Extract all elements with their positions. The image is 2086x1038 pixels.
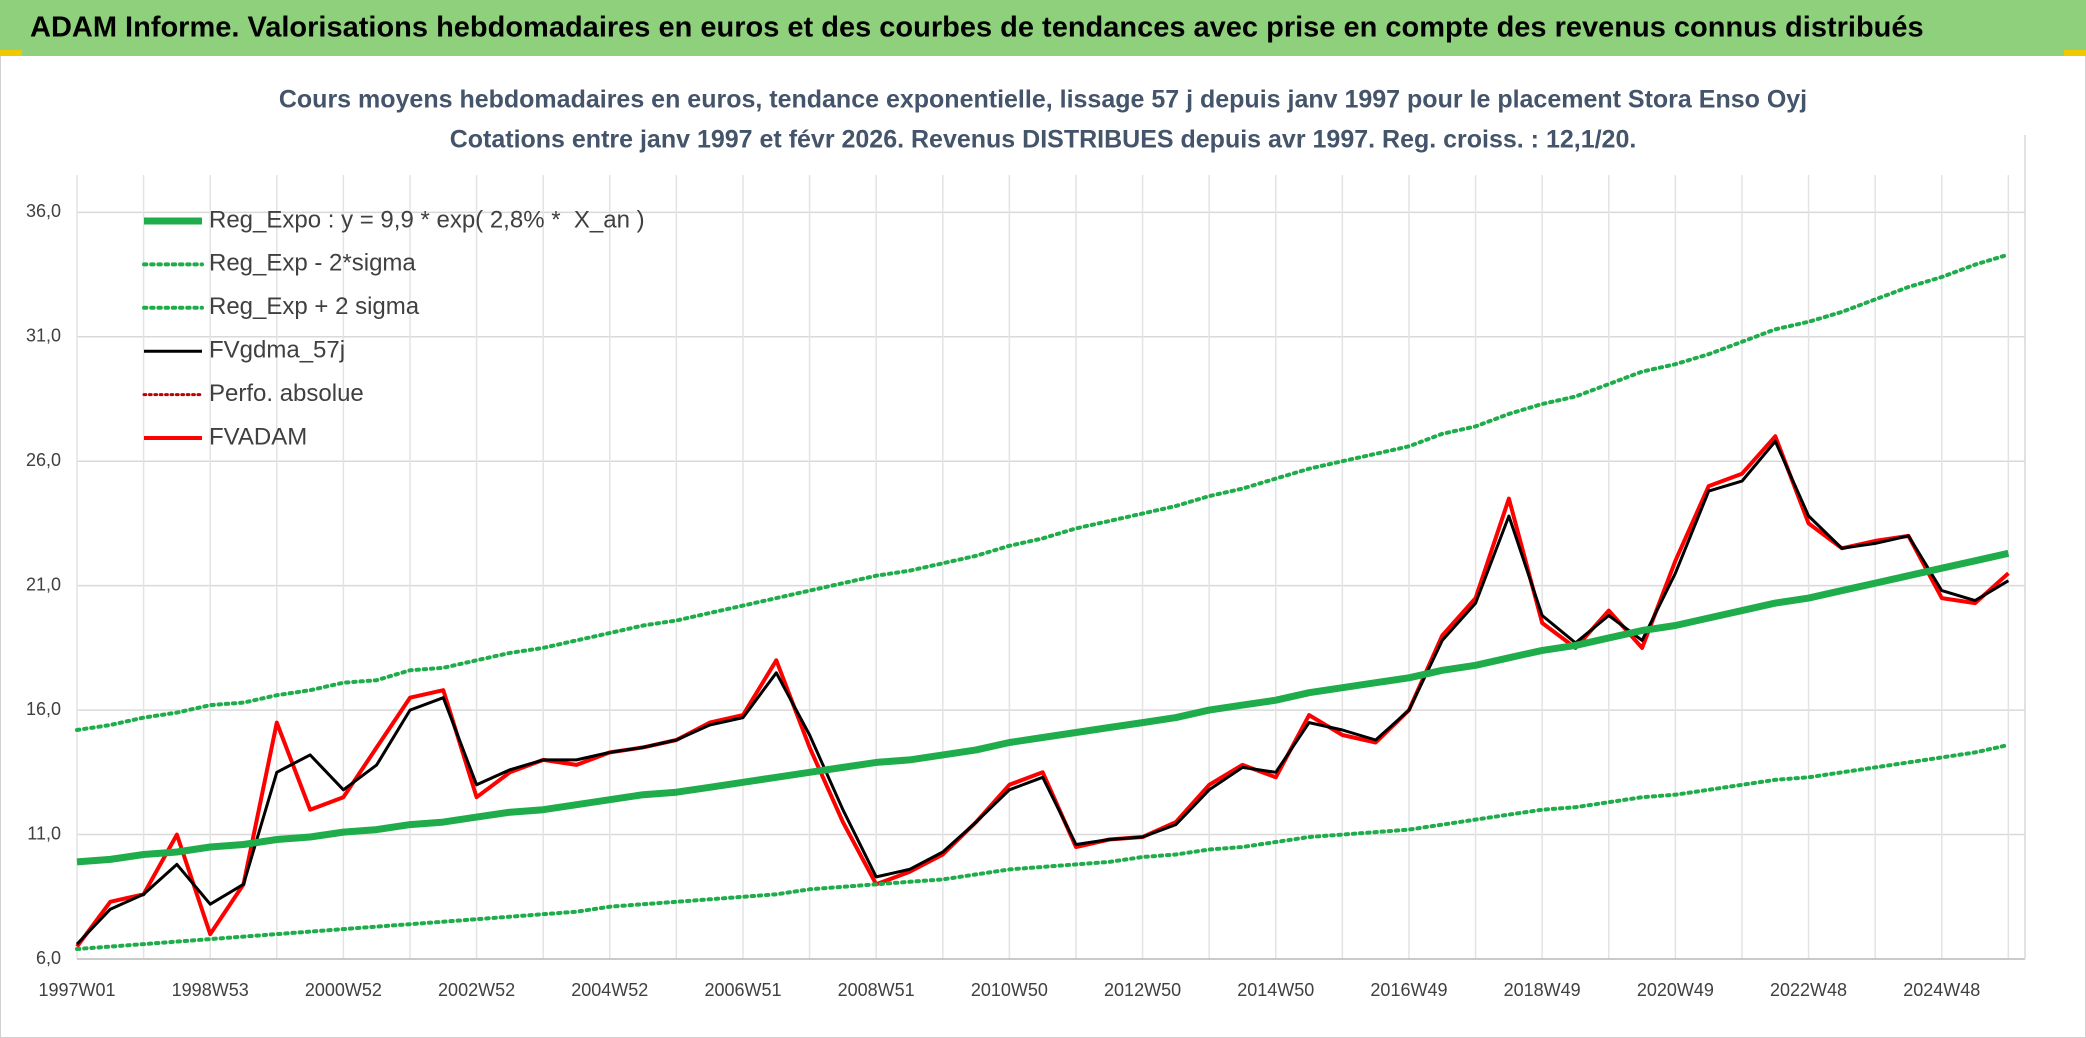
chart-title: Cours moyens hebdomadaires en euros, ten… — [279, 86, 1807, 114]
y-tick-label: 21,0 — [26, 574, 61, 594]
x-tick-label: 2014W50 — [1237, 980, 1314, 1000]
x-tick-label: 2000W52 — [305, 980, 382, 1000]
x-tick-label: 2018W49 — [1504, 980, 1581, 1000]
x-tick-label: 2024W48 — [1903, 980, 1980, 1000]
y-tick-label: 6,0 — [36, 948, 61, 968]
y-tick-label: 36,0 — [26, 201, 61, 221]
x-tick-label: 2020W49 — [1637, 980, 1714, 1000]
y-tick-label: 26,0 — [26, 450, 61, 470]
y-tick-label: 31,0 — [26, 326, 61, 346]
x-tick-label: 2006W51 — [704, 980, 781, 1000]
x-tick-label: 1997W01 — [38, 980, 115, 1000]
legend-label: Reg_Exp - 2*sigma — [209, 250, 416, 277]
series-line — [76, 549, 2010, 866]
x-tick-label: 2008W51 — [838, 980, 915, 1000]
chart-subtitle: Cotations entre janv 1997 et févr 2026. … — [450, 126, 1637, 154]
y-tick-label: 11,0 — [27, 823, 61, 843]
header-title: ADAM Informe. Valorisations hebdomadaire… — [30, 12, 1924, 44]
series-line — [75, 743, 2011, 951]
corner — [2064, 50, 2086, 56]
series-line — [75, 439, 2010, 946]
x-tick-label: 2010W50 — [971, 980, 1048, 1000]
legend-label: FVADAM — [209, 423, 307, 450]
x-tick-label: 2016W49 — [1370, 980, 1447, 1000]
corner — [0, 50, 22, 56]
legend-label: Reg_Exp + 2 sigma — [209, 293, 420, 320]
x-tick-label: 2012W50 — [1104, 980, 1181, 1000]
x-tick-label: 1998W53 — [172, 980, 249, 1000]
series-line — [75, 252, 2011, 732]
x-tick-label: 2022W48 — [1770, 980, 1847, 1000]
legend-label: Perfo. absolue — [209, 380, 364, 407]
header-bar — [0, 0, 2086, 56]
x-tick-label: 2004W52 — [571, 980, 648, 1000]
legend-label: FVgdma_57j — [209, 337, 345, 364]
legend-label: Reg_Expo : y = 9,9 * exp( 2,8% * X_an ) — [209, 206, 645, 233]
series-line — [75, 434, 2010, 948]
y-tick-label: 16,0 — [26, 699, 61, 719]
x-tick-label: 2002W52 — [438, 980, 515, 1000]
